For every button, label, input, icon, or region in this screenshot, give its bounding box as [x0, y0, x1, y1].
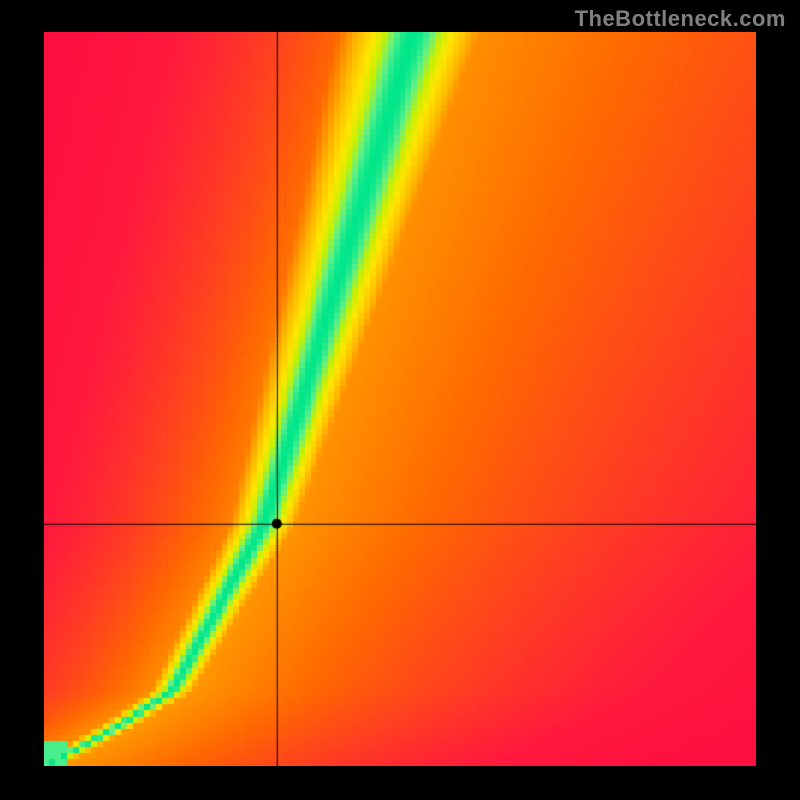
watermark-text: TheBottleneck.com: [575, 6, 786, 32]
bottleneck-heatmap: [44, 32, 756, 766]
